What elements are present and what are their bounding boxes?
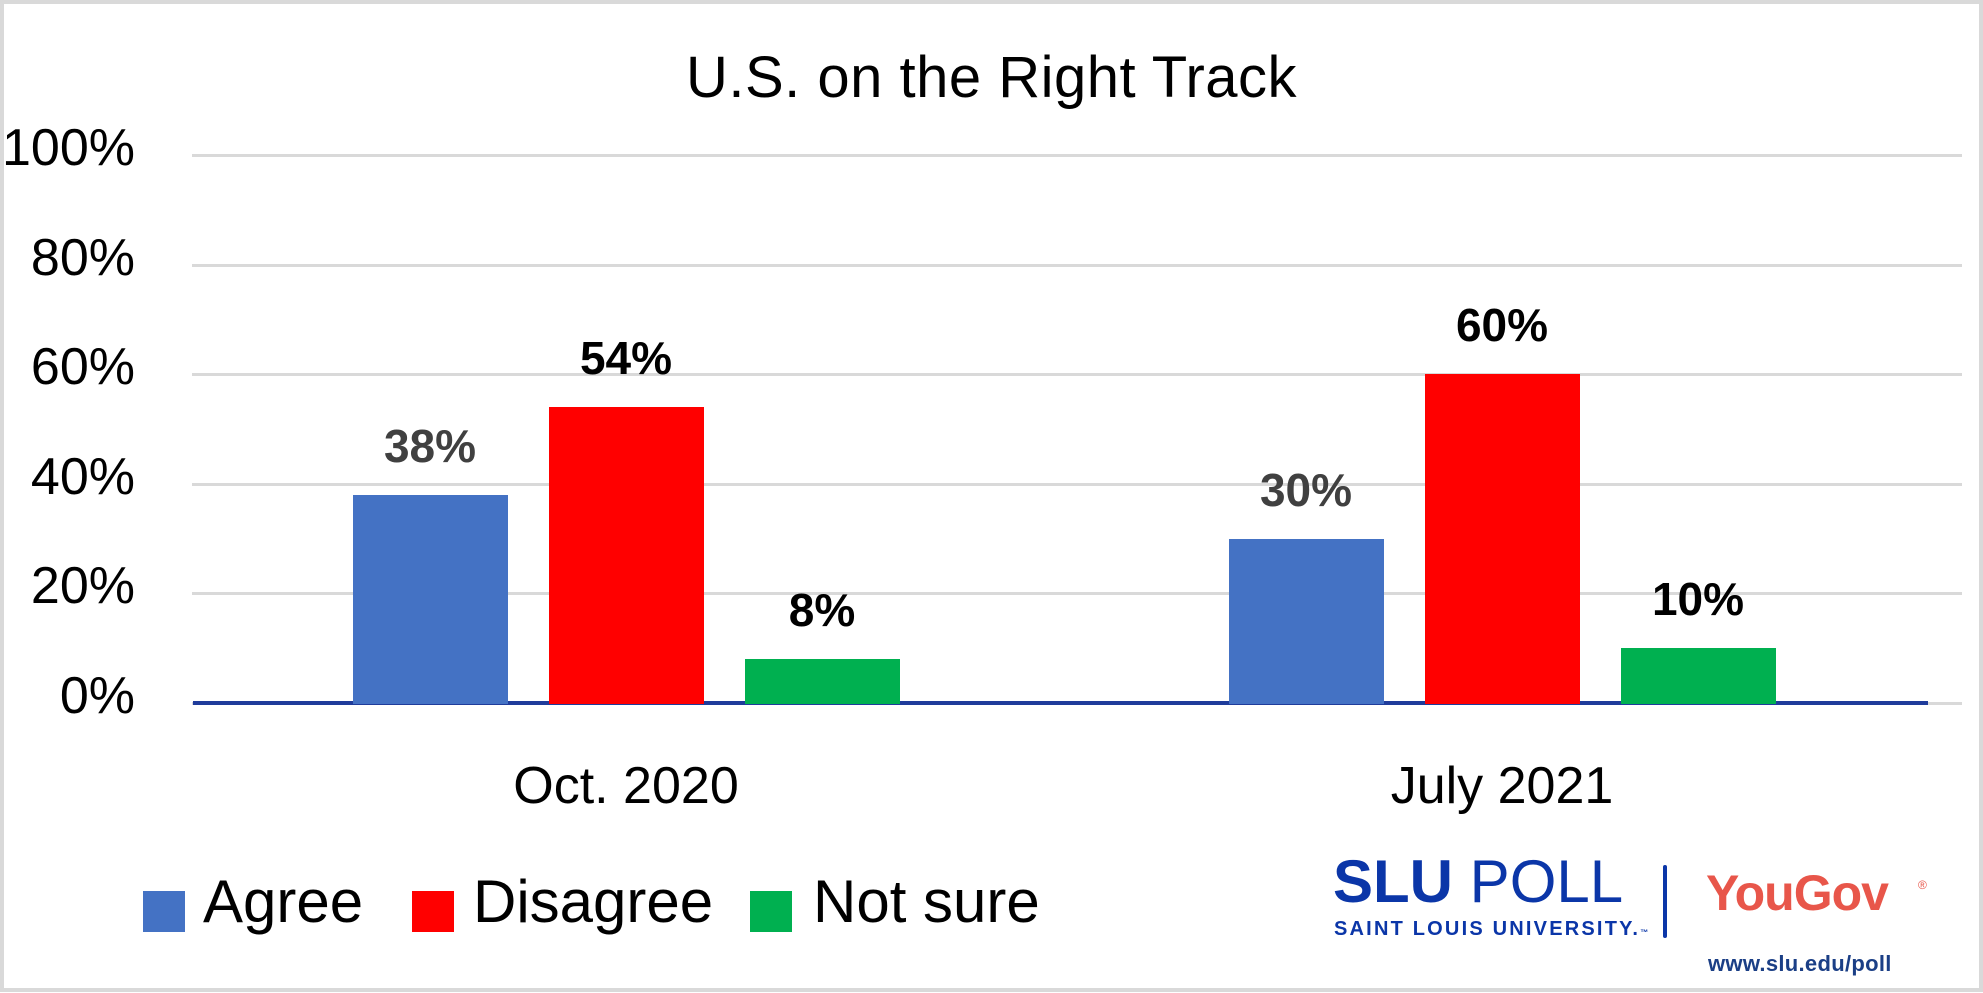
bar-agree bbox=[352, 494, 508, 704]
gridline bbox=[192, 592, 1962, 596]
x-category-label: Oct. 2020 bbox=[513, 757, 739, 815]
y-tick-label: 80% bbox=[30, 228, 135, 287]
y-tick-label: 60% bbox=[30, 338, 135, 397]
legend-label-not-sure: Not sure bbox=[813, 868, 1040, 935]
data-label: 60% bbox=[1455, 299, 1549, 352]
legend-swatch-not-sure bbox=[750, 891, 792, 932]
x-category-label: July 2021 bbox=[1390, 757, 1614, 815]
slu-sub-label: SAINT LOUIS UNIVERSITY. bbox=[1334, 918, 1641, 940]
slu-logo-poll: POLL bbox=[1453, 848, 1624, 915]
data-label: 38% bbox=[383, 419, 477, 472]
legend-label-disagree: Disagree bbox=[473, 868, 714, 935]
y-tick-label: 100% bbox=[2, 119, 135, 177]
legend-swatch-agree bbox=[143, 891, 185, 932]
gridline bbox=[192, 373, 1962, 377]
legend-label-agree: Agree bbox=[203, 868, 364, 935]
slu-poll-logo: SLU POLL bbox=[1333, 852, 1623, 912]
gridline bbox=[192, 263, 1962, 267]
bar-disagree bbox=[1424, 374, 1580, 704]
data-label: 8% bbox=[788, 584, 856, 637]
x-axis-line bbox=[193, 701, 1928, 705]
data-label: 10% bbox=[1651, 573, 1745, 626]
data-label: 30% bbox=[1259, 463, 1353, 516]
logo-divider bbox=[1663, 865, 1667, 938]
y-tick-label: 40% bbox=[30, 447, 135, 506]
bar-agree bbox=[1228, 538, 1384, 704]
poll-url: www.slu.edu/poll bbox=[1708, 951, 1892, 976]
yougov-logo: YouGov bbox=[1706, 865, 1889, 921]
registered-mark: ® bbox=[1918, 878, 1927, 892]
bar-disagree bbox=[548, 407, 704, 704]
y-tick-label: 20% bbox=[30, 557, 135, 616]
y-tick-label: 0% bbox=[59, 667, 135, 725]
gridline bbox=[192, 482, 1962, 486]
bar-not-sure bbox=[744, 659, 900, 704]
slu-logo-bold: SLU bbox=[1333, 848, 1453, 915]
chart-title: U.S. on the Right Track bbox=[685, 45, 1298, 110]
trademark-mark: ™ bbox=[1640, 928, 1649, 937]
saint-louis-university-text: SAINT LOUIS UNIVERSITY.™ bbox=[1334, 919, 1648, 943]
bar-not-sure bbox=[1620, 648, 1776, 704]
data-label: 54% bbox=[579, 332, 673, 385]
legend-swatch-disagree bbox=[412, 891, 454, 932]
gridline bbox=[192, 154, 1962, 157]
